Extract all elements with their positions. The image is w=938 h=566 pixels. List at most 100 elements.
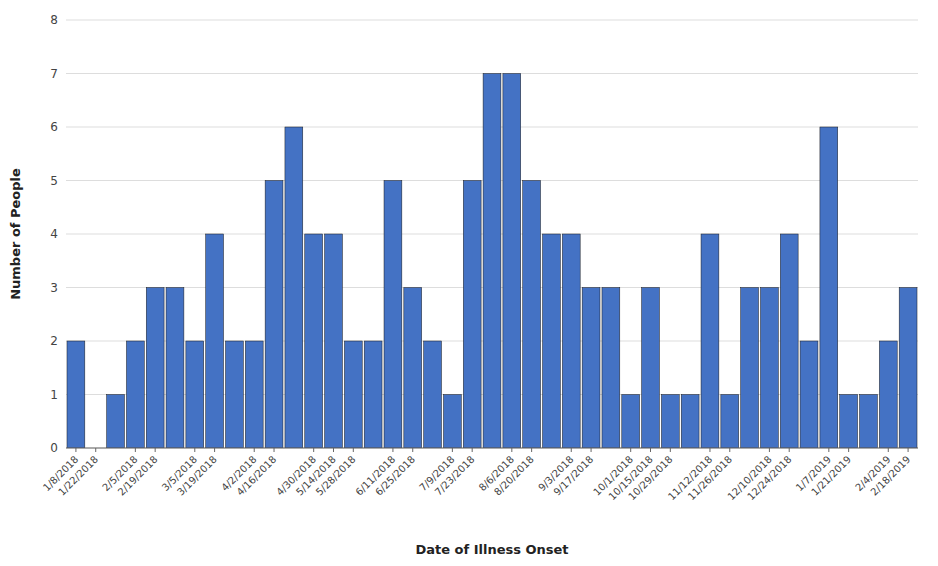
x-tick-label: 5/28/2018 <box>314 454 358 498</box>
x-tick-label: 1/22/2018 <box>56 454 100 498</box>
x-tick-label: 3/19/2018 <box>175 454 219 498</box>
y-grid <box>66 20 918 448</box>
bar <box>701 234 719 448</box>
x-axis-label: Date of Illness Onset <box>415 542 568 557</box>
bar <box>780 234 798 448</box>
x-tick <box>392 448 393 452</box>
x-tick <box>95 448 96 452</box>
x-tick <box>135 448 136 452</box>
x-tick <box>908 448 909 452</box>
x-tick-label: 9/17/2018 <box>551 454 595 498</box>
x-tick <box>591 448 592 452</box>
bar <box>126 341 144 448</box>
x-tick <box>670 448 671 452</box>
bar <box>642 288 660 449</box>
x-tick <box>452 448 453 452</box>
bar <box>166 288 184 449</box>
bar <box>721 395 739 449</box>
grid-line <box>66 448 918 449</box>
x-tick <box>274 448 275 452</box>
bar <box>582 288 600 449</box>
x-tick <box>571 448 572 452</box>
bar <box>840 395 858 449</box>
bar <box>562 234 580 448</box>
x-tick-label: 2/18/2019 <box>868 454 912 498</box>
y-tick-label: 8 <box>50 13 58 27</box>
x-tick <box>828 448 829 452</box>
x-tick-label: 2/19/2018 <box>116 454 160 498</box>
y-tick-label: 4 <box>50 227 58 241</box>
bar <box>265 181 283 449</box>
x-tick <box>888 448 889 452</box>
bar <box>602 288 620 449</box>
bar <box>503 74 521 449</box>
bar <box>483 74 501 449</box>
bar <box>226 341 244 448</box>
x-tick <box>333 448 334 452</box>
bar <box>820 127 838 448</box>
x-tick-label: 7/23/2018 <box>433 454 477 498</box>
x-tick <box>313 448 314 452</box>
y-tick-label: 6 <box>50 120 58 134</box>
bar <box>879 341 897 448</box>
bar <box>245 341 263 448</box>
bar <box>463 181 481 449</box>
x-tick <box>472 448 473 452</box>
bar <box>285 127 303 448</box>
y-tick-label: 2 <box>50 334 58 348</box>
bar <box>384 181 402 449</box>
y-tick-label: 5 <box>50 174 58 188</box>
chart: 0123456781/8/20181/22/20182/5/20182/19/2… <box>0 0 938 566</box>
bar <box>661 395 679 449</box>
x-axis-line <box>66 448 918 449</box>
bar <box>206 234 224 448</box>
bar <box>107 395 125 449</box>
bar <box>523 181 541 449</box>
bar <box>146 288 164 449</box>
bar <box>186 341 204 448</box>
x-tick <box>75 448 76 452</box>
bar <box>443 395 461 449</box>
x-tick <box>531 448 532 452</box>
y-axis-label: Number of People <box>8 168 23 300</box>
bar <box>344 341 362 448</box>
bar <box>741 288 759 449</box>
x-tick-label: 1/21/2019 <box>809 454 853 498</box>
x-tick <box>254 448 255 452</box>
bar <box>800 341 818 448</box>
x-tick <box>353 448 354 452</box>
bar <box>404 288 422 449</box>
x-tick-label: 12/24/2018 <box>745 454 794 503</box>
x-tick <box>155 448 156 452</box>
y-tick-label: 7 <box>50 67 58 81</box>
x-tick-label: 8/20/2018 <box>492 454 536 498</box>
x-tick <box>194 448 195 452</box>
bar <box>860 395 878 449</box>
y-tick-label: 0 <box>50 441 58 455</box>
x-tick <box>729 448 730 452</box>
x-tick <box>650 448 651 452</box>
bar <box>543 234 561 448</box>
bars <box>67 74 917 449</box>
bar <box>760 288 778 449</box>
x-tick-label: 6/25/2018 <box>373 454 417 498</box>
bar <box>899 288 917 449</box>
x-tick <box>848 448 849 452</box>
x-tick <box>630 448 631 452</box>
bar <box>325 234 343 448</box>
grid-line <box>66 20 918 21</box>
x-tick-label: 4/16/2018 <box>234 454 278 498</box>
bar <box>305 234 323 448</box>
x-tick <box>769 448 770 452</box>
y-tick-label: 1 <box>50 388 58 402</box>
x-tick <box>789 448 790 452</box>
y-tick-label: 3 <box>50 281 58 295</box>
bar <box>424 341 442 448</box>
bar <box>67 341 85 448</box>
x-tick <box>214 448 215 452</box>
x-tick <box>511 448 512 452</box>
x-tick <box>709 448 710 452</box>
bar <box>681 395 699 449</box>
x-tick <box>412 448 413 452</box>
bar <box>364 341 382 448</box>
